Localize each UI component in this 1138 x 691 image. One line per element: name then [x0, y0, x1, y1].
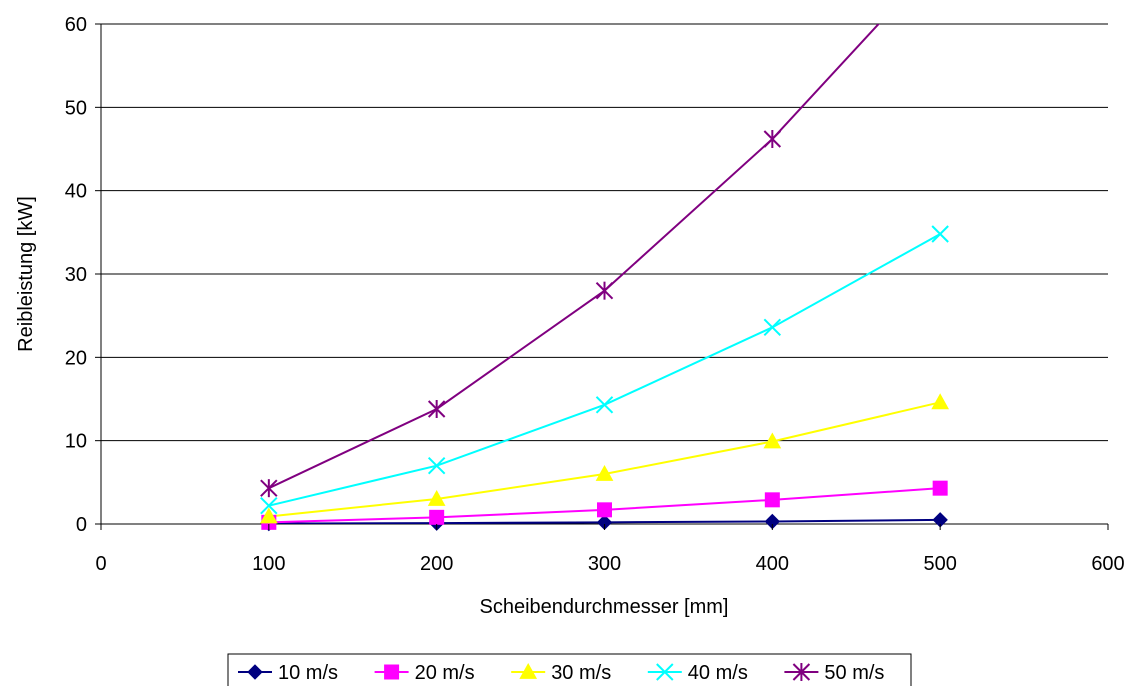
- legend-marker: [384, 664, 400, 680]
- series-line-3: [268, 401, 941, 518]
- legend-marker: [792, 663, 811, 681]
- legend-item: 30 m/s: [511, 662, 611, 684]
- y-tick-label: 10: [65, 431, 87, 453]
- legend-item: 20 m/s: [374, 662, 475, 684]
- y-tick-label: 50: [65, 97, 87, 119]
- data-point: [597, 502, 612, 518]
- legend-label: 30 m/s: [551, 662, 611, 684]
- data-point: [595, 281, 614, 300]
- x-tick-label: 300: [588, 553, 621, 575]
- data-point: [931, 225, 949, 243]
- data-point: [764, 492, 780, 508]
- legend: 10 m/s 20 m/s 30 m/s 40 m/s 50 m/s: [227, 653, 912, 691]
- x-tick-label: 500: [923, 553, 956, 575]
- x-tick-label: 400: [756, 553, 789, 575]
- legend-item: 10 m/s: [238, 662, 338, 684]
- data-point: [763, 130, 782, 148]
- y-axis-title: Reibleistung [kW]: [15, 196, 37, 352]
- legend-item: 40 m/s: [647, 662, 748, 684]
- legend-label: 40 m/s: [688, 662, 748, 684]
- legend-marker: [247, 664, 263, 680]
- series-line-5: [268, 24, 880, 490]
- legend-item: 50 m/s: [784, 662, 884, 684]
- data-point: [427, 489, 446, 506]
- x-axis-title: Scheibendurchmesser [mm]: [480, 596, 729, 618]
- y-tick-label: 60: [65, 14, 87, 36]
- y-tick-label: 40: [65, 181, 87, 203]
- data-point: [260, 479, 278, 498]
- y-tick-label: 20: [65, 347, 87, 369]
- legend-marker: [656, 663, 674, 681]
- data-point: [931, 393, 950, 410]
- legend-label: 10 m/s: [278, 662, 338, 684]
- data-point: [427, 456, 446, 475]
- data-point: [429, 509, 445, 525]
- y-tick-label: 0: [76, 514, 87, 536]
- data-point: [427, 400, 446, 418]
- data-point: [763, 318, 782, 337]
- legend-marker: [519, 662, 538, 679]
- series-line-4: [268, 233, 941, 507]
- data-point: [763, 432, 782, 449]
- data-point: [595, 464, 614, 481]
- x-tick-label: 100: [252, 553, 285, 575]
- x-tick-label: 0: [95, 553, 106, 575]
- x-tick-label: 600: [1091, 553, 1124, 575]
- x-tick-label: 200: [420, 553, 453, 575]
- legend-label: 50 m/s: [824, 662, 884, 684]
- data-point: [595, 396, 614, 414]
- data-point: [932, 480, 948, 496]
- data-point: [259, 507, 278, 524]
- legend-label: 20 m/s: [415, 662, 475, 684]
- y-tick-label: 30: [65, 264, 87, 286]
- data-point: [260, 496, 278, 515]
